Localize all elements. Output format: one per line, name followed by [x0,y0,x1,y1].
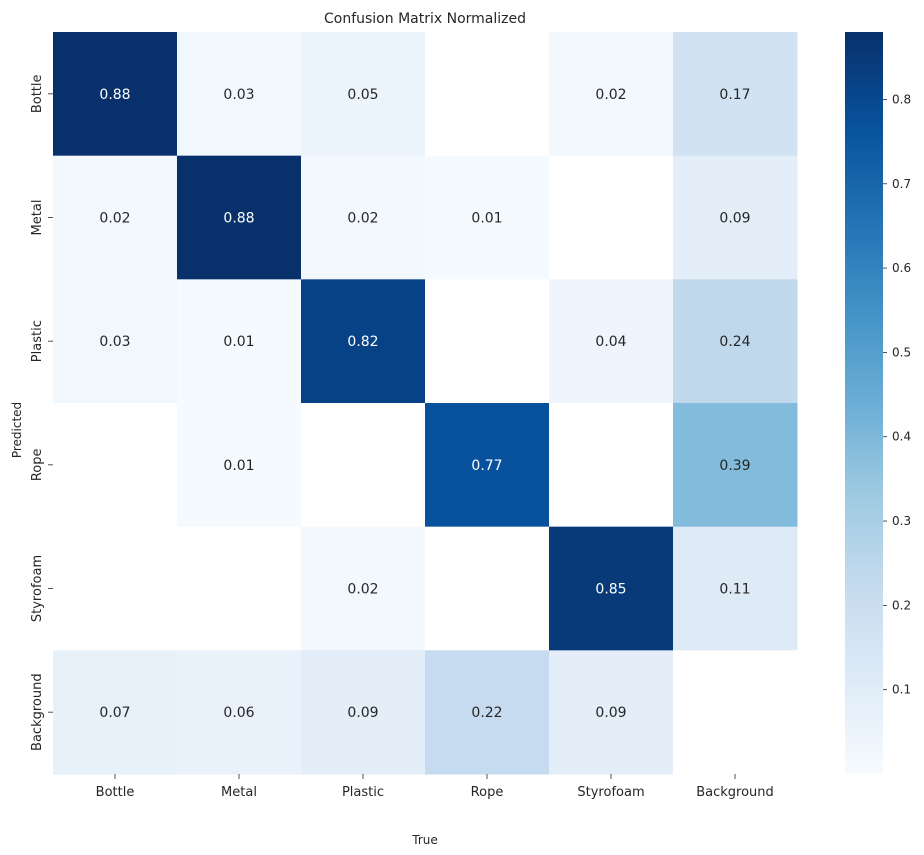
cell-value-label: 0.09 [347,705,378,721]
heatmap-cell [301,650,426,775]
heatmap-cells [53,32,798,775]
chart-title: Confusion Matrix Normalized [324,11,526,27]
heatmap-cell [425,526,550,651]
cell-value-label: 0.02 [99,211,130,227]
heatmap-cell [53,279,178,404]
y-tick-label: Styrofoam [30,555,45,622]
heatmap-cell [425,155,550,280]
heatmap-cell [549,279,674,404]
cell-value-label: 0.22 [471,705,502,721]
cell-value-label: 0.02 [347,582,378,598]
cell-value-label: 0.09 [719,211,750,227]
heatmap-cell [673,155,798,280]
x-tick-label: Rope [471,785,504,800]
cell-value-label: 0.11 [719,582,750,598]
heatmap-cell [425,32,550,157]
heatmap-cell [301,155,426,280]
colorbar-tick-label: 0.7 [892,177,911,191]
cell-value-label: 0.04 [595,334,626,350]
colorbar-tick-label: 0.2 [892,598,911,612]
heatmap-value-labels: 0.88 0.03 0.05 0.02 0.17 0.02 0.88 0.02 0.01 0.09… [99,87,750,721]
heatmap-cell [177,403,302,528]
heatmap-cell [53,32,178,157]
cell-value-label: 0.01 [223,334,254,350]
cell-value-label: 0.06 [223,705,254,721]
heatmap-cell [549,32,674,157]
cell-value-label: 0.39 [719,458,750,474]
y-axis-label: Predicted [10,402,24,458]
x-tick-label: Metal [221,785,257,800]
heatmap-cell [301,32,426,157]
colorbar-ticks: 0.1 0.2 0.3 0.4 0.5 0.6 0.7 0.8 [883,92,911,697]
colorbar-tick-label: 0.3 [892,514,911,528]
colorbar-tick-label: 0.1 [892,683,911,697]
heatmap-cell [177,155,302,280]
heatmap-cell [549,650,674,775]
cell-value-label: 0.09 [595,705,626,721]
cell-value-label: 0.01 [223,458,254,474]
heatmap-cell [53,403,178,528]
cell-value-label: 0.24 [719,334,750,350]
y-tick-label: Background [30,673,45,751]
cell-value-label: 0.01 [471,211,502,227]
colorbar-tick-label: 0.8 [892,92,911,106]
heatmap-cell [177,279,302,404]
heatmap-cell [177,650,302,775]
cell-value-label: 0.85 [595,582,626,598]
cell-value-label: 0.02 [595,87,626,103]
heatmap-cell [549,155,674,280]
heatmap-cell [177,32,302,157]
heatmap-cell [673,279,798,404]
cell-value-label: 0.03 [223,87,254,103]
heatmap-cell [177,526,302,651]
cell-value-label: 0.02 [347,211,378,227]
cell-value-label: 0.88 [99,87,130,103]
heatmap-cell [673,650,798,775]
cell-value-label: 0.03 [99,334,130,350]
colorbar-tick-label: 0.5 [892,345,911,359]
heatmap-cell [673,526,798,651]
x-axis-ticks: Bottle Metal Plastic Rope Styrofoam Backgroun… [96,774,774,800]
heatmap-cell [53,650,178,775]
heatmap-cell [425,279,550,404]
x-tick-label: Styrofoam [577,785,644,800]
x-tick-label: Bottle [96,785,135,800]
x-tick-label: Plastic [342,785,384,800]
y-tick-label: Plastic [30,320,45,362]
y-tick-label: Rope [30,449,45,482]
y-tick-label: Bottle [30,74,45,113]
cell-value-label: 0.77 [471,458,502,474]
cell-value-label: 0.82 [347,334,378,350]
colorbar [845,32,883,774]
heatmap-cell [301,526,426,651]
heatmap-cell [549,526,674,651]
x-tick-label: Background [696,785,774,800]
heatmap-cell [53,526,178,651]
y-tick-label: Metal [30,200,45,236]
heatmap-cell [425,650,550,775]
colorbar-tick-label: 0.6 [892,261,911,275]
y-axis-ticks: Bottle Metal Plastic Rope Styrofoam Backgroun… [30,74,53,751]
heatmap-cell [673,403,798,528]
cell-value-label: 0.07 [99,705,130,721]
heatmap-cell [673,32,798,157]
colorbar-tick-label: 0.4 [892,430,911,444]
cell-value-label: 0.17 [719,87,750,103]
heatmap-cell [301,279,426,404]
heatmap-cell [53,155,178,280]
cell-value-label: 0.88 [223,211,254,227]
heatmap-cell [301,403,426,528]
heatmap-cell [549,403,674,528]
x-axis-label: True [411,833,438,847]
cell-value-label: 0.05 [347,87,378,103]
heatmap-cell [425,403,550,528]
